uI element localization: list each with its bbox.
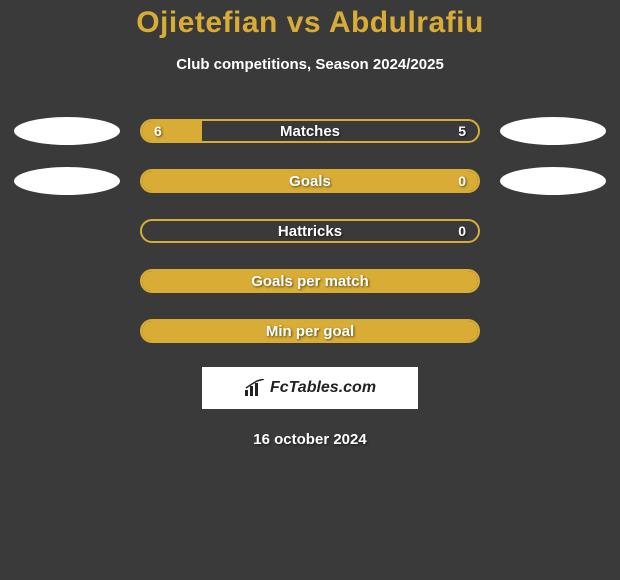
stat-row: 0Hattricks xyxy=(0,217,620,245)
stat-bar: 65Matches xyxy=(140,119,480,143)
stat-label: Goals xyxy=(142,171,478,191)
player-right-marker xyxy=(500,167,606,195)
logo-box: FcTables.com xyxy=(202,367,418,409)
page-title: Ojietefian vs Abdulrafiu xyxy=(0,6,620,40)
stat-label: Min per goal xyxy=(142,321,478,341)
stats-area: 65Matches 0Goals 0Hattricks Goals per match… xyxy=(0,117,620,345)
logo-inner: FcTables.com xyxy=(244,379,376,397)
stat-bar: Min per goal xyxy=(140,319,480,343)
logo-text: FcTables.com xyxy=(270,379,376,397)
stat-row: 0Goals xyxy=(0,167,620,195)
chart-icon xyxy=(244,379,266,397)
stat-bar: 0Hattricks xyxy=(140,219,480,243)
date-label: 16 october 2024 xyxy=(0,431,620,448)
page-subtitle: Club competitions, Season 2024/2025 xyxy=(0,56,620,73)
player-right-marker xyxy=(500,117,606,145)
stat-label: Hattricks xyxy=(142,221,478,241)
stat-label: Matches xyxy=(142,121,478,141)
stat-label: Goals per match xyxy=(142,271,478,291)
stat-bar: Goals per match xyxy=(140,269,480,293)
stat-row: Goals per match xyxy=(0,267,620,295)
player-left-marker xyxy=(14,117,120,145)
stat-row: Min per goal xyxy=(0,317,620,345)
main-container: Ojietefian vs Abdulrafiu Club competitio… xyxy=(0,0,620,448)
player-left-marker xyxy=(14,167,120,195)
stat-bar: 0Goals xyxy=(140,169,480,193)
stat-row: 65Matches xyxy=(0,117,620,145)
